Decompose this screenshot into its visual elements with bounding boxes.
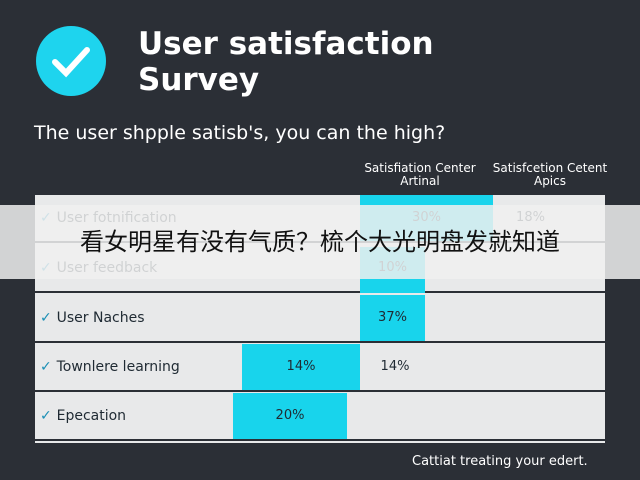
title: User satisfaction Survey — [138, 26, 434, 98]
column-header: Satisfcetion Cetent Apics — [492, 161, 608, 188]
footer: Cattiat treating your edert. — [412, 454, 588, 469]
row — [35, 344, 605, 392]
bar — [242, 344, 360, 390]
banner: 看女明星有没有气质？梳个大光明盘发就知道 — [0, 205, 640, 279]
cell: 14% — [286, 359, 316, 374]
row-label: Townlere learning — [40, 344, 180, 390]
bar — [233, 393, 347, 439]
subtitle: The user shpple satisb's, you can the hi… — [34, 122, 446, 144]
bar — [360, 295, 425, 341]
cell: 20% — [275, 408, 305, 423]
row — [35, 295, 605, 343]
cell: 14% — [380, 359, 410, 374]
row-label: User Naches — [40, 295, 145, 341]
column-header: Satisfiation Center Artinal — [364, 161, 476, 188]
row-label: Epecation — [40, 393, 126, 439]
check-icon — [36, 26, 106, 96]
cell: 37% — [378, 310, 407, 325]
row — [35, 245, 605, 293]
row — [35, 393, 605, 441]
